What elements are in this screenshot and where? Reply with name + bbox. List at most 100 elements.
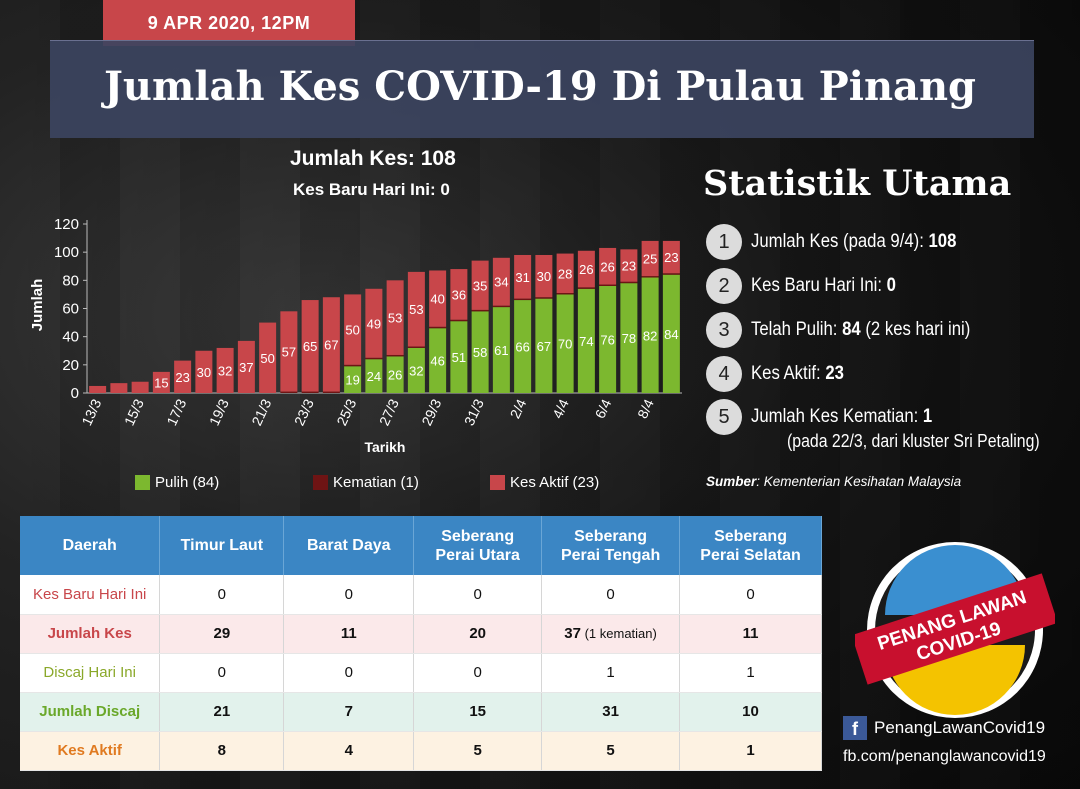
bar-active: [599, 247, 617, 285]
cases-bar-chart: 0 20 40 60 80 100 120 Jumlah Tarikh 15 23 30 32 37 50 5…: [29, 216, 682, 455]
bar-active: [492, 257, 510, 306]
bar-death: [280, 391, 298, 393]
bar-death: [535, 297, 553, 299]
data-label-active: 30: [197, 365, 211, 380]
x-tick-label: 23/3: [291, 396, 317, 428]
table-cell: 0: [159, 653, 285, 693]
data-label-recovered: 67: [537, 339, 551, 354]
table-cell: 37 (1 kematian): [541, 614, 681, 654]
bar-active: [195, 350, 213, 393]
row-label: Jumlah Kes: [20, 614, 161, 654]
bar-active: [620, 249, 638, 282]
table-header: Seberang Perai Tengah: [541, 516, 681, 575]
source-note: Sumber: Kementerian Kesihatan Malaysia: [706, 474, 962, 489]
legend-active: Kes Aktif (23): [490, 474, 599, 491]
data-label-recovered: 32: [409, 363, 423, 378]
data-label-recovered: 82: [643, 328, 657, 343]
data-label-recovered: 76: [600, 332, 614, 347]
table-header: Seberang Perai Utara: [413, 516, 543, 575]
data-label-recovered: 84: [664, 327, 678, 342]
bar-recovered: [492, 307, 510, 393]
table-cell: 1: [679, 731, 822, 771]
row-label: Kes Aktif: [20, 731, 161, 771]
bar-active: [662, 240, 680, 274]
legend-recovered-label: Pulih (84): [155, 474, 220, 491]
bar-active: [471, 260, 489, 310]
x-tick-label: 27/3: [376, 396, 402, 428]
data-label-active: 23: [175, 370, 189, 385]
stat-item-5: 5 Jumlah Kes Kematian: 1: [706, 399, 957, 435]
stat-number: 3: [706, 312, 742, 348]
y-tick-label: 120: [54, 216, 79, 233]
y-tick-label: 20: [62, 357, 79, 374]
table-cell: 0: [283, 575, 415, 615]
stat-number: 5: [706, 399, 742, 435]
bar-active: [110, 383, 128, 393]
data-label-active: 50: [260, 351, 274, 366]
x-axis-title: Tarikh: [365, 439, 406, 455]
legend-recovered: Pulih (84): [135, 474, 219, 491]
y-axis-title: Jumlah: [29, 279, 46, 332]
table-cell: 5: [541, 731, 681, 771]
bar-death: [577, 287, 595, 289]
table-row: Jumlah Kes 29 11 20 37 (1 kematian) 11: [20, 614, 822, 654]
bar-recovered: [386, 356, 404, 393]
table-cell: 4: [283, 731, 415, 771]
bar-active: [322, 297, 340, 392]
x-tick-label: 25/3: [333, 396, 359, 428]
data-label-recovered: 74: [579, 334, 593, 349]
bar-active: [514, 254, 532, 299]
bar-active: [535, 254, 553, 298]
data-label-recovered: 58: [473, 345, 487, 360]
page-title: Jumlah Kes COVID-19 Di Pulau Pinang: [104, 63, 976, 110]
bar-death: [620, 281, 638, 284]
data-label-active: 65: [303, 339, 317, 354]
district-table: Daerah Timur Laut Barat Daya Seberang Pe…: [20, 516, 822, 771]
x-tick-label: 19/3: [206, 396, 232, 428]
data-label-active: 26: [600, 259, 614, 274]
facebook-url[interactable]: fb.com/penanglawancovid19: [843, 748, 1046, 765]
penang-lawan-logo: PENANG LAWAN COVID-19: [855, 542, 1055, 718]
bar-active: [89, 385, 107, 393]
data-label-active: 28: [558, 266, 572, 281]
data-label-recovered: 26: [388, 368, 402, 383]
date-label: 9 APR 2020, 12PM: [103, 0, 355, 46]
data-label-recovered: 70: [558, 337, 572, 352]
y-tick-label: 100: [54, 244, 79, 261]
data-label-active: 30: [537, 269, 551, 284]
table-cell: 21: [159, 692, 285, 732]
table-cell: 0: [413, 575, 543, 615]
legend-active-swatch: [490, 475, 505, 490]
stat-text: Kes Aktif: 23: [751, 363, 844, 384]
bar-death: [662, 273, 680, 275]
y-tick-label: 60: [62, 301, 79, 318]
data-label-active: 31: [515, 270, 529, 285]
table-cell: 11: [283, 614, 415, 654]
bar-active: [556, 253, 574, 294]
table-cell: 0: [413, 653, 543, 693]
table-header: Seberang Perai Selatan: [679, 516, 822, 575]
table-cell: 0: [159, 575, 285, 615]
facebook-link[interactable]: f PenangLawanCovid19: [843, 716, 1045, 740]
bar-active: [365, 288, 383, 358]
stat-item-4: 4 Kes Aktif: 23: [706, 356, 857, 392]
x-tick-label: 13/3: [78, 396, 104, 428]
y-tick-label: 80: [62, 272, 79, 289]
table-header: Timur Laut: [159, 516, 285, 575]
data-label-recovered: 66: [515, 340, 529, 355]
bar-death: [641, 276, 659, 278]
data-label-active: 35: [473, 278, 487, 293]
legend-deaths: Kematian (1): [313, 474, 419, 491]
data-label-recovered: 78: [622, 331, 636, 346]
legend-active-label: Kes Aktif (23): [510, 474, 600, 491]
bar-recovered: [556, 294, 574, 393]
bar-recovered: [577, 288, 595, 393]
bar-recovered: [641, 277, 659, 393]
x-tick-label: 4/4: [549, 396, 572, 421]
bar-recovered: [620, 283, 638, 393]
facebook-name: PenangLawanCovid19: [874, 718, 1046, 737]
table-cell: 20: [413, 614, 543, 654]
data-label-active: 50: [345, 323, 359, 338]
x-tick-label: 29/3: [418, 396, 444, 428]
bar-active: [386, 280, 404, 355]
